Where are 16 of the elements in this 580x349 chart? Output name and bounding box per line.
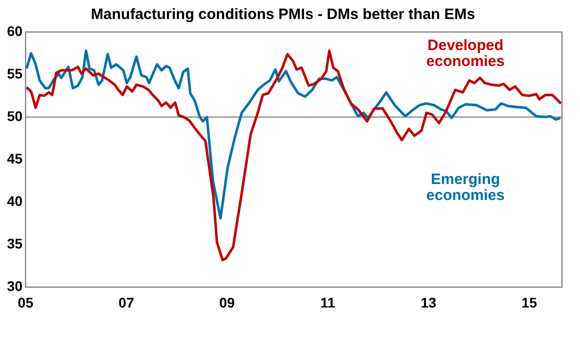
x-tick-label: 05 bbox=[18, 294, 34, 310]
y-tick-label: 30 bbox=[6, 278, 23, 294]
x-tick-label: 07 bbox=[118, 294, 134, 310]
chart-title: Manufacturing conditions PMIs - DMs better than EMs bbox=[90, 6, 476, 24]
x-tick-label: 11 bbox=[320, 294, 336, 310]
x-tick-label: 15 bbox=[521, 294, 538, 310]
y-tick-label: 45 bbox=[6, 150, 23, 166]
x-tick-label: 09 bbox=[219, 294, 236, 310]
y-tick-label: 40 bbox=[6, 192, 23, 209]
y-tick-label: 50 bbox=[6, 108, 23, 124]
text: Emerging economies bbox=[426, 171, 505, 204]
x-tick-label: 13 bbox=[420, 294, 437, 310]
y-tick-label: 35 bbox=[6, 236, 23, 252]
y-tick-label: 60 bbox=[6, 22, 23, 39]
y-tick-label: 55 bbox=[6, 65, 23, 82]
series-label: Developed economies bbox=[426, 37, 505, 70]
